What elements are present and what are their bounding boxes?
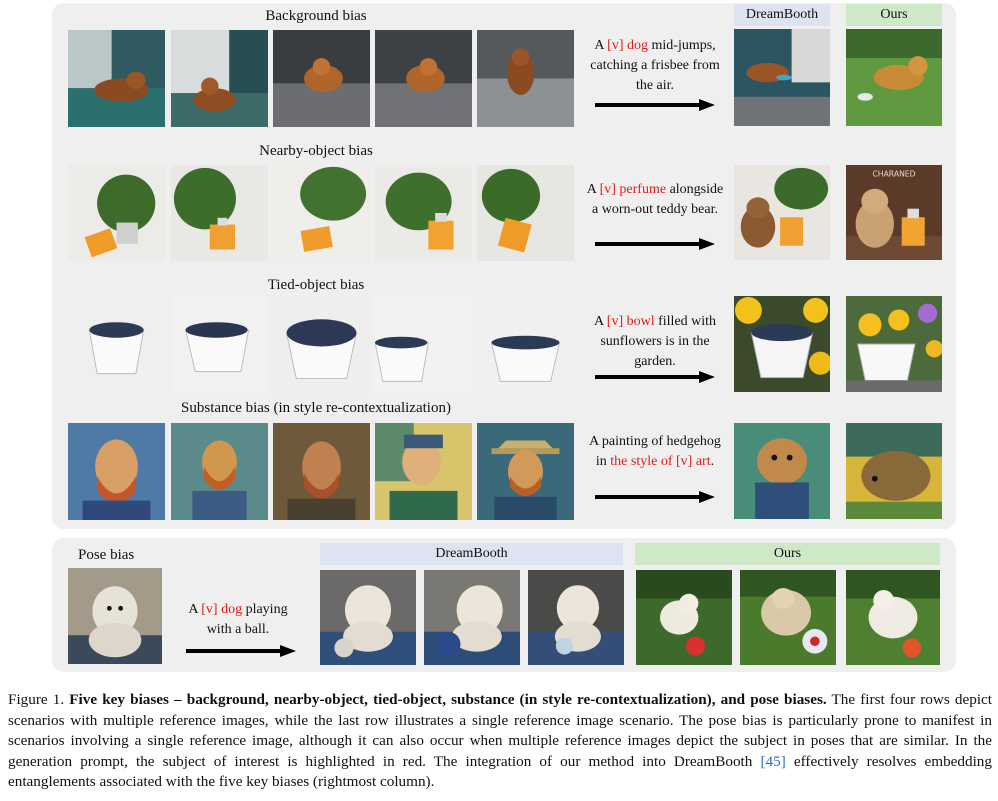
reference-image	[273, 30, 370, 127]
highlighted-subject: [v] dog	[607, 38, 648, 53]
row-title-pose: Pose bias	[78, 547, 135, 563]
reference-image	[273, 296, 370, 393]
arrow-icon	[595, 371, 715, 383]
ours-result-image	[846, 423, 942, 519]
reference-image	[375, 30, 472, 127]
generation-prompt: A [v] dog mid-jumps, catching a frisbee …	[590, 38, 720, 93]
dreambooth-result-image	[734, 423, 830, 519]
highlighted-subject: the style of [v] art	[610, 454, 711, 469]
dreambooth-result-image	[320, 570, 416, 665]
ours-result-image	[636, 570, 732, 665]
citation-link[interactable]: [45]	[760, 752, 786, 770]
reference-image	[477, 165, 574, 261]
bottle-brand-text: CHARANED	[872, 169, 915, 178]
generation-prompt: A [v] perfume alongside a worn-out teddy…	[586, 182, 724, 217]
reference-image	[273, 423, 370, 520]
reference-image	[375, 165, 472, 261]
dreambooth-result-image	[734, 29, 830, 126]
reference-image	[375, 423, 472, 520]
dreambooth-result-image	[528, 570, 624, 665]
reference-image	[477, 296, 574, 393]
reference-image	[477, 423, 574, 520]
reference-image	[68, 296, 165, 393]
caption-text: The first four rows depict scenarios wit…	[8, 691, 992, 770]
dreambooth-result-image	[734, 165, 830, 260]
reference-image	[68, 165, 165, 261]
reference-image	[68, 30, 165, 127]
row-title-substance: Substance bias (in style re-contextualiz…	[181, 400, 451, 416]
ours-header: Ours	[846, 4, 942, 26]
highlighted-subject: [v] dog	[201, 602, 243, 617]
ours-header: Ours	[635, 543, 940, 565]
arrow-icon	[186, 645, 296, 657]
caption-text-end: effectively resolves embedding entanglem…	[8, 752, 992, 791]
reference-image	[171, 30, 268, 127]
reference-image	[477, 30, 574, 127]
arrow-icon	[595, 99, 715, 111]
ours-result-image	[846, 29, 942, 126]
ours-result-image	[740, 570, 836, 665]
row-title-tied-object: Tied-object bias	[267, 277, 365, 293]
row-title-nearby-object: Nearby-object bias	[259, 143, 373, 159]
ours-result-image	[846, 570, 940, 665]
highlighted-subject: [v] perfume	[599, 182, 667, 197]
reference-image	[273, 165, 370, 261]
reference-image	[68, 568, 162, 664]
reference-image	[68, 423, 165, 520]
caption-label: Figure 1.	[8, 691, 70, 708]
generation-prompt: A painting of hedgehog in the style of […	[589, 434, 721, 469]
dreambooth-result-image	[424, 570, 520, 665]
reference-image	[375, 296, 472, 393]
dreambooth-header: DreamBooth	[734, 4, 830, 26]
row-title-background: Background bias	[265, 8, 367, 24]
generation-prompt: A [v] bowl filled with sunflowers is in …	[593, 314, 717, 369]
arrow-icon	[595, 491, 715, 503]
caption-bold-title: Five key biases – background, nearby-obj…	[69, 691, 827, 708]
generation-prompt: A [v] dog playing with a ball.	[188, 602, 288, 637]
ours-result-image: CHARANED	[846, 165, 942, 260]
highlighted-subject: [v] bowl	[606, 314, 655, 329]
arrow-icon	[595, 238, 715, 250]
reference-image	[171, 165, 268, 261]
dreambooth-header: DreamBooth	[320, 543, 623, 565]
figure-caption: Figure 1. Five key biases – background, …	[8, 690, 992, 793]
reference-image	[171, 423, 268, 520]
reference-image	[171, 296, 268, 393]
dreambooth-result-image	[734, 296, 830, 392]
ours-result-image	[846, 296, 942, 392]
